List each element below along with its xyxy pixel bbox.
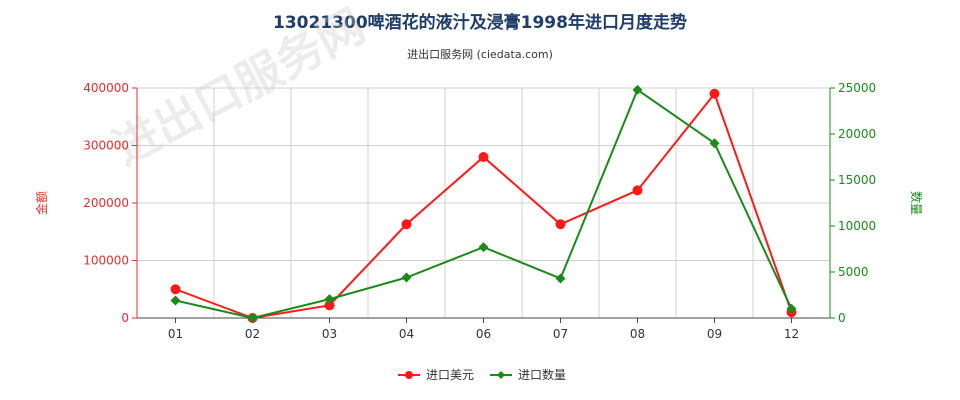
legend-marker — [405, 371, 413, 379]
series-point — [401, 272, 412, 283]
series-point — [555, 219, 566, 230]
left-axis-label: 金额 — [34, 191, 49, 215]
x-tick-label: 12 — [784, 327, 799, 341]
x-tick-label: 09 — [707, 327, 722, 341]
series-line — [175, 88, 793, 320]
x-tick-label: 01 — [168, 327, 183, 341]
left-tick-label: 300000 — [83, 139, 129, 153]
right-axis-label: 数量 — [909, 191, 924, 215]
x-tick-label: 07 — [553, 327, 568, 341]
series-point — [170, 295, 181, 306]
right-tick-label: 15000 — [838, 173, 876, 187]
series-point — [478, 152, 489, 162]
left-tick-label: 100000 — [83, 254, 129, 268]
grid — [136, 87, 831, 319]
left-tick-label: 200000 — [83, 196, 129, 210]
series — [170, 84, 797, 323]
series-point — [786, 303, 797, 314]
right-tick-label: 20000 — [838, 127, 876, 141]
x-tick-label: 08 — [630, 327, 645, 341]
series-point — [709, 88, 720, 99]
legend-label: 进口美元 — [426, 368, 474, 382]
series-line — [175, 91, 793, 320]
x-tick-label: 04 — [399, 327, 414, 341]
x-tick-label: 03 — [322, 327, 337, 341]
series-point — [478, 242, 489, 253]
series-point — [324, 300, 335, 311]
series-point — [632, 185, 643, 196]
left-tick-label: 400000 — [83, 81, 129, 95]
series-point — [324, 294, 335, 305]
series-point — [401, 219, 412, 230]
legend-label: 进口数量 — [518, 367, 566, 382]
right-tick-label: 25000 — [838, 81, 876, 95]
series-point — [709, 138, 720, 149]
chart-subtitle: 进出口服务网 (ciedata.com) — [407, 48, 553, 61]
legend-marker — [497, 371, 505, 379]
chart-title: 13021300啤酒花的液汁及浸膏1998年进口月度走势 — [273, 13, 687, 33]
series-point — [170, 284, 181, 295]
series-point — [632, 84, 643, 95]
left-tick-label: 0 — [121, 311, 129, 325]
right-tick-label: 10000 — [838, 219, 876, 233]
axes: 0 100000 200000 300000 400000 0 5000 10000 15000… — [34, 81, 924, 341]
series-point — [555, 273, 566, 284]
right-tick-label: 0 — [838, 311, 846, 325]
legend: 进口美元 进口数量 — [398, 367, 566, 382]
x-tick-label: 06 — [476, 327, 491, 341]
right-tick-label: 5000 — [838, 265, 869, 279]
series-point — [247, 313, 258, 323]
x-tick-label: 02 — [245, 327, 260, 341]
